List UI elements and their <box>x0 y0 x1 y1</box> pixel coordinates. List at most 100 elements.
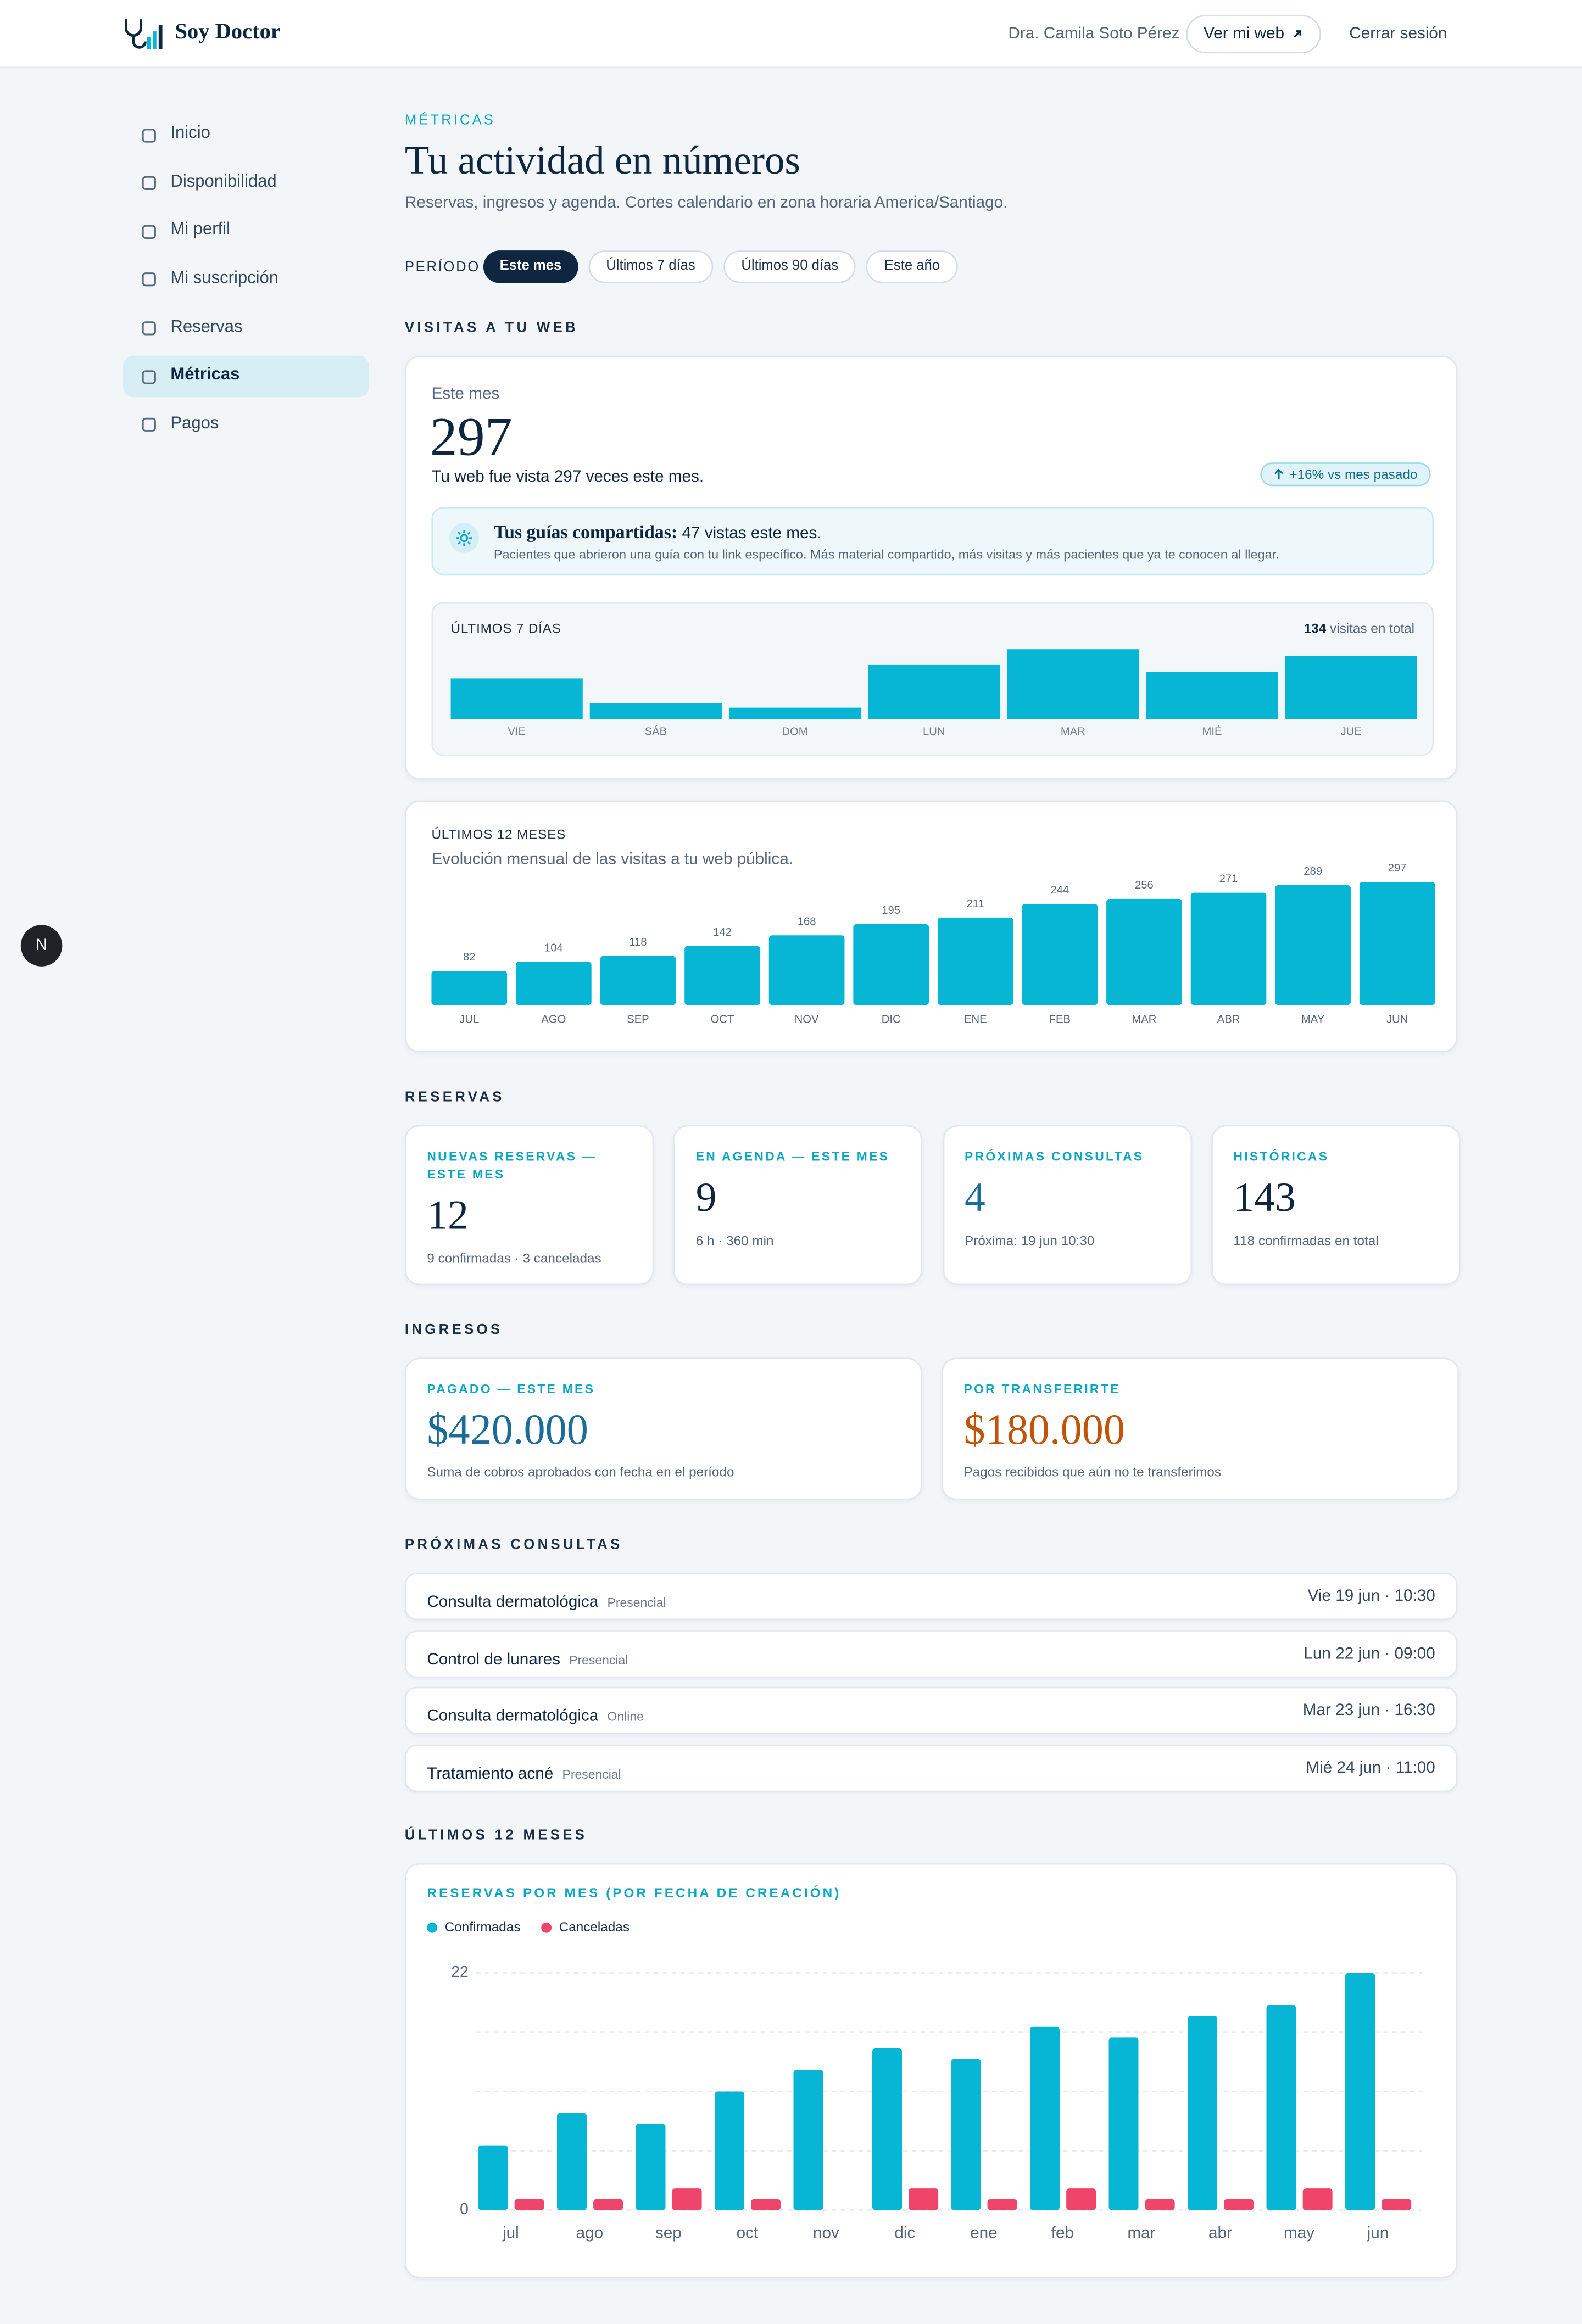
brand: Soy Doctor <box>175 20 281 44</box>
stat-value: $420.000 <box>427 1406 588 1454</box>
nav-item[interactable]: Mi suscripción <box>123 259 369 301</box>
y-tick-label: 22 <box>451 1963 469 1981</box>
view-site-button[interactable]: Ver mi web <box>1186 14 1321 54</box>
appointment-info: Control de lunares Presencial <box>427 1645 628 1672</box>
legend-item: Confirmadas <box>427 1919 520 1934</box>
stat-value: 4 <box>965 1175 985 1222</box>
stat-note: 118 confirmadas en total <box>1233 1233 1379 1248</box>
nav-item[interactable]: Inicio <box>123 114 369 156</box>
data-label: 256 <box>1135 879 1154 891</box>
x-tick-label: JUN <box>1386 1013 1408 1025</box>
nav-icon <box>142 321 156 336</box>
period-option[interactable]: Este año <box>866 250 958 283</box>
bar <box>951 2059 981 2210</box>
appointment-date: Lun 22 jun · 09:00 <box>1304 1644 1435 1663</box>
page-title: Tu actividad en números <box>404 138 800 182</box>
data-label: 195 <box>882 904 900 917</box>
nav-item[interactable]: Reservas <box>123 308 369 349</box>
x-tick-label: VIE <box>508 726 526 738</box>
legend-swatch <box>427 1921 438 1932</box>
x-tick-label: LUN <box>923 726 945 738</box>
bar <box>793 2070 823 2210</box>
bar <box>593 2199 623 2210</box>
nav-label: Mi perfil <box>170 221 231 239</box>
data-label: 82 <box>463 951 476 963</box>
section-title: PRÓXIMAS CONSULTAS <box>404 1537 623 1554</box>
dev-badge[interactable]: N <box>20 925 63 967</box>
stat-label: PRÓXIMAS CONSULTAS <box>965 1148 1144 1164</box>
nav-item[interactable]: Pagos <box>123 405 369 446</box>
bar <box>714 2091 744 2210</box>
bar <box>1188 2016 1218 2210</box>
stat-card: PAGADO — ESTE MES $420.000 Suma de cobros … <box>404 1357 922 1500</box>
legend-item: Canceladas <box>541 1919 630 1934</box>
x-tick-label: ENE <box>964 1013 987 1025</box>
appointment-row[interactable]: Tratamiento acné Presencial Mié 24 jun · 1… <box>404 1744 1458 1792</box>
x-tick-label: AGO <box>541 1013 566 1025</box>
bar <box>1030 2026 1060 2210</box>
data-label: 142 <box>713 926 732 938</box>
bar <box>853 924 929 1005</box>
guides-line: Tus guías compartidas: 47 vistas este me… <box>494 522 822 544</box>
bar <box>514 2199 544 2210</box>
stat-card: POR TRANSFERIRTE $180.000 Pagos recibidos … <box>941 1357 1459 1500</box>
bar <box>1066 2188 1096 2210</box>
nav-label: Reservas <box>170 318 243 336</box>
bar <box>1224 2199 1254 2210</box>
stat-card: HISTÓRICAS 143 118 confirmadas en total <box>1211 1125 1461 1286</box>
stat-card: NUEVAS RESERVAS — ESTE MES 12 9 confirmada… <box>404 1125 654 1286</box>
bar <box>768 935 845 1005</box>
appointment-info: Consulta dermatológica Presencial <box>427 1588 666 1614</box>
logout-link[interactable]: Cerrar sesión <box>1349 25 1447 43</box>
bar <box>868 664 1000 719</box>
x-tick-label: OCT <box>711 1013 734 1025</box>
bar <box>1145 2199 1175 2210</box>
period-option[interactable]: Últimos 90 días <box>723 250 856 283</box>
week-chart: VIE SÁB DOM LUN MAR MIÉ JUE <box>450 649 1417 738</box>
stat-label: POR TRANSFERIRTE <box>963 1381 1121 1396</box>
bar <box>431 971 508 1005</box>
appointment-row[interactable]: Consulta dermatológica Online Mar 23 jun ·… <box>404 1687 1458 1735</box>
trend-text: +16% vs mes pasado <box>1289 467 1418 482</box>
x-tick-label: SEP <box>627 1013 649 1025</box>
nav-item[interactable]: Disponibilidad <box>123 163 369 204</box>
visits-total: 297 <box>430 407 513 468</box>
period-options: Este mes Últimos 7 días Últimos 90 días Est… <box>483 250 958 283</box>
nav-item[interactable]: Mi perfil <box>123 211 369 253</box>
appointment-info: Tratamiento acné Presencial <box>427 1759 621 1786</box>
x-tick-label: nov <box>813 2224 839 2242</box>
week-total: 134 visitas en total <box>1304 621 1414 636</box>
period-option[interactable]: Este mes <box>483 250 578 283</box>
appointment-date: Vie 19 jun · 10:30 <box>1307 1587 1435 1606</box>
bar <box>1106 898 1182 1005</box>
appointment-row[interactable]: Control de lunares Presencial Lun 22 jun ·… <box>404 1629 1458 1678</box>
reservations-chart: 0 22 jul ago sep oct nov dic ene feb mar abr may jun <box>451 1963 1422 2242</box>
appointment-mode: Presencial <box>569 1652 628 1667</box>
chart-subtitle: Evolución mensual de las visitas a tu we… <box>431 851 793 869</box>
top-bar: Soy Doctor Dra. Camila Soto Pérez Ver mi… <box>0 0 1582 69</box>
bar <box>1302 2188 1333 2210</box>
data-label: 104 <box>544 942 563 954</box>
chart-title: ÚLTIMOS 7 DÍAS <box>450 621 561 636</box>
bar <box>1345 1973 1375 2210</box>
nav-icon <box>142 273 156 287</box>
x-tick-label: JUE <box>1341 726 1362 738</box>
period-option[interactable]: Últimos 7 días <box>588 250 714 283</box>
appointment-mode: Online <box>607 1709 644 1724</box>
logo-icon <box>124 19 163 49</box>
stat-label: EN AGENDA — ESTE MES <box>695 1148 890 1164</box>
appointment-row[interactable]: Consulta dermatológica Presencial Vie 19 j… <box>404 1572 1458 1621</box>
x-tick-label: NOV <box>795 1013 819 1025</box>
nav-item[interactable]: Métricas <box>123 356 370 398</box>
data-label: 211 <box>967 898 984 910</box>
appointment-mode: Presencial <box>562 1766 621 1781</box>
bar <box>1285 656 1417 719</box>
section-title: INGRESOS <box>404 1322 503 1339</box>
bar <box>1275 885 1351 1005</box>
nav-icon-shape <box>142 176 156 191</box>
x-tick-label: MAR <box>1061 726 1085 738</box>
bar <box>450 678 583 719</box>
x-tick-label: may <box>1284 2224 1314 2242</box>
legend: Confirmadas Canceladas <box>427 1919 630 1934</box>
